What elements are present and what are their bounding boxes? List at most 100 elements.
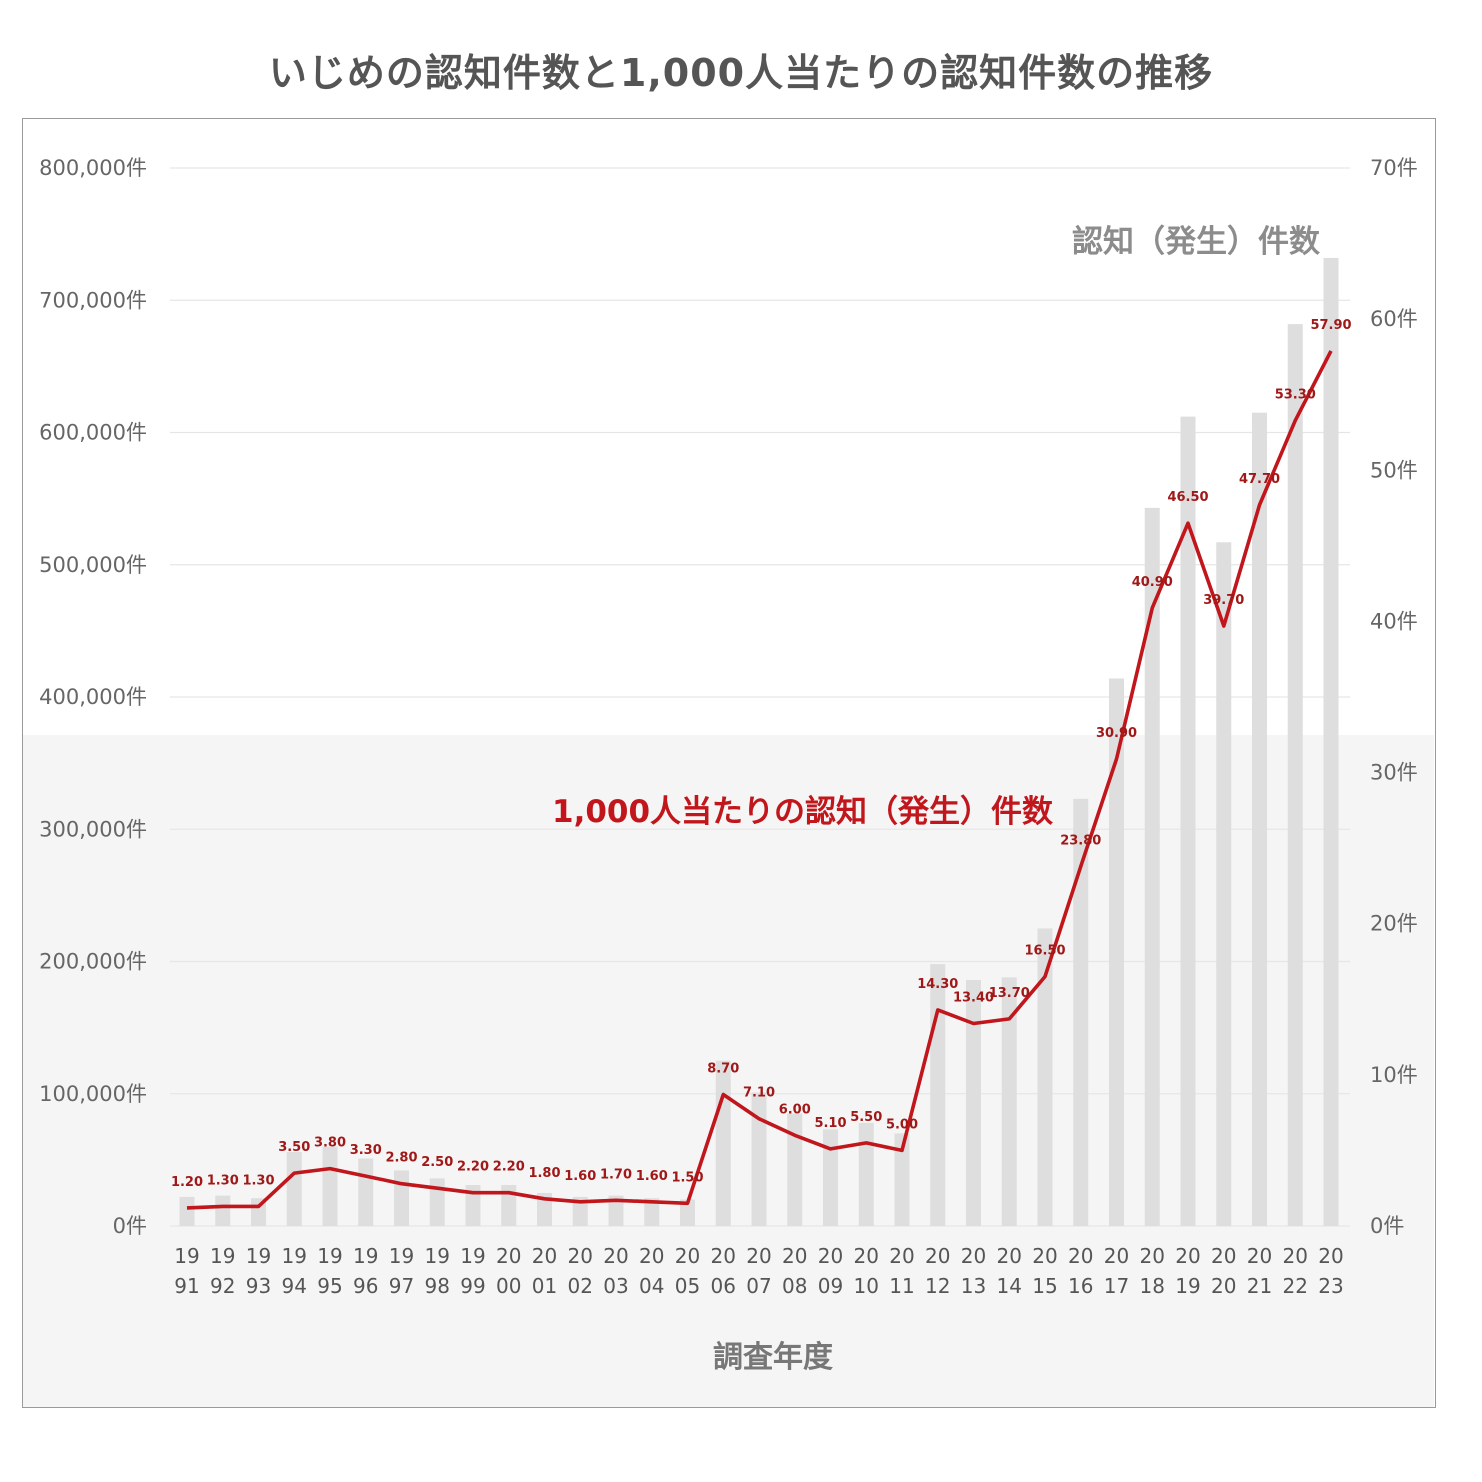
- y-right-tick-label: 50件: [1370, 458, 1418, 482]
- x-axis: 19 91 19 92 19 93 19 94 19 95 19 96 19 97 19 98 19 99 20 00…: [174, 1244, 1343, 1298]
- y-right-tick-label: 30件: [1370, 761, 1418, 785]
- x-tick-label: 19 95: [317, 1244, 342, 1298]
- data-label: 3.50: [278, 1140, 310, 1155]
- y-left-tick-label: 200,000件: [39, 950, 147, 974]
- y-left-tick-label: 400,000件: [39, 685, 147, 709]
- bar: [1073, 798, 1089, 1226]
- bar: [608, 1195, 624, 1226]
- data-label: 5.50: [850, 1110, 882, 1125]
- data-label: 1.70: [600, 1167, 632, 1182]
- bar: [1216, 542, 1232, 1226]
- data-label: 14.30: [917, 977, 958, 992]
- x-tick-label: 19 96: [353, 1244, 378, 1298]
- data-label: 40.90: [1132, 575, 1173, 590]
- data-label: 16.50: [1024, 944, 1065, 959]
- bar: [787, 1113, 803, 1226]
- data-label: 13.70: [989, 986, 1030, 1001]
- data-label: 2.80: [385, 1151, 417, 1166]
- x-tick-label: 20 15: [1032, 1244, 1057, 1298]
- data-label: 23.80: [1060, 833, 1101, 848]
- data-label: 47.70: [1239, 472, 1280, 487]
- data-label: 1.60: [564, 1169, 596, 1184]
- bar: [1287, 324, 1303, 1226]
- data-labels: 1.20 1.30 1.30 3.50 3.80 3.302.80 2.50 2.20 2.20…: [171, 318, 1352, 1190]
- data-label: 1.50: [671, 1170, 703, 1185]
- x-tick-label: 20 13: [961, 1244, 986, 1298]
- data-label: 6.00: [779, 1102, 811, 1117]
- data-label: 13.40: [953, 990, 994, 1005]
- x-tick-label: 20 06: [711, 1244, 736, 1298]
- x-tick-label: 20 10: [854, 1244, 879, 1298]
- bar: [394, 1170, 409, 1226]
- bar: [537, 1192, 552, 1226]
- y-left-tick-label: 700,000件: [39, 288, 147, 312]
- y-right-tick-label: 0件: [1370, 1214, 1404, 1238]
- x-tick-label: 19 92: [210, 1244, 235, 1298]
- x-tick-label: 20 11: [889, 1244, 914, 1298]
- bar: [644, 1198, 660, 1226]
- x-tick-label: 19 98: [425, 1244, 450, 1298]
- bar: [966, 980, 981, 1226]
- x-tick-label: 20 05: [675, 1244, 700, 1298]
- bar: [1180, 416, 1196, 1226]
- data-label: 3.30: [350, 1143, 382, 1158]
- data-label: 1.30: [242, 1173, 274, 1188]
- x-tick-label: 20 07: [746, 1244, 771, 1298]
- x-tick-label: 20 03: [603, 1244, 628, 1298]
- data-label: 5.00: [886, 1117, 918, 1132]
- bar: [429, 1178, 445, 1226]
- y-left-tick-label: 100,000件: [39, 1082, 147, 1106]
- y-left-tick-label: 500,000件: [39, 553, 147, 577]
- bar: [322, 1146, 338, 1226]
- y-left-tick-label: 800,000件: [39, 156, 147, 180]
- x-tick-label: 20 16: [1068, 1244, 1093, 1298]
- y-right-tick-label: 20件: [1370, 912, 1418, 936]
- bar: [1323, 257, 1339, 1226]
- line-series: [186, 350, 1333, 1210]
- bar: [358, 1158, 374, 1226]
- x-tick-label: 19 99: [460, 1244, 485, 1298]
- bar: [894, 1133, 910, 1226]
- y-axis-right: 0件 10件 20件 30件 40件 50件 60件 70件: [1370, 156, 1418, 1238]
- x-tick-label: 20 14: [997, 1244, 1022, 1298]
- bar: [823, 1129, 838, 1226]
- line-series-legend-label: 1,000人当たりの認知（発生）件数: [552, 794, 1053, 830]
- y-right-tick-label: 70件: [1370, 156, 1418, 180]
- bar: [715, 1060, 731, 1226]
- y-axis-left: 0件 100,000件 200,000件 300,000件 400,000件 500,00…: [39, 156, 147, 1238]
- y-left-tick-label: 300,000件: [39, 817, 147, 841]
- bar: [858, 1122, 874, 1226]
- data-label: 3.80: [314, 1136, 346, 1151]
- x-tick-label: 20 04: [639, 1244, 664, 1298]
- y-right-tick-label: 60件: [1370, 307, 1418, 331]
- data-label: 46.50: [1167, 490, 1208, 505]
- line-series-path: [186, 350, 1333, 1210]
- x-tick-label: 20 12: [925, 1244, 950, 1298]
- bar: [930, 964, 946, 1226]
- data-label: 1.30: [207, 1173, 239, 1188]
- x-tick-label: 20 18: [1140, 1244, 1165, 1298]
- data-label: 2.20: [457, 1160, 489, 1175]
- x-tick-label: 20 22: [1283, 1244, 1308, 1298]
- bar: [680, 1199, 695, 1226]
- data-label: 5.10: [814, 1116, 846, 1131]
- bar: [215, 1195, 231, 1226]
- bar-series-legend-label: 認知（発生）件数: [1072, 224, 1320, 260]
- x-tick-label: 20 21: [1247, 1244, 1272, 1298]
- bar: [465, 1185, 481, 1226]
- x-tick-label: 20 19: [1175, 1244, 1200, 1298]
- bar-series: [179, 257, 1339, 1227]
- y-left-tick-label: 600,000件: [39, 421, 147, 445]
- x-axis-title: 調査年度: [713, 1340, 833, 1375]
- bar: [286, 1151, 302, 1226]
- gridlines: [170, 167, 1350, 1227]
- data-label: 39.70: [1203, 593, 1244, 608]
- x-tick-label: 19 97: [389, 1244, 414, 1298]
- x-tick-label: 20 23: [1318, 1244, 1343, 1298]
- bar: [751, 1092, 767, 1226]
- x-tick-label: 19 94: [282, 1244, 307, 1298]
- data-label: 2.50: [421, 1155, 453, 1170]
- data-label: 1.20: [171, 1175, 203, 1190]
- data-label: 53.30: [1275, 387, 1316, 402]
